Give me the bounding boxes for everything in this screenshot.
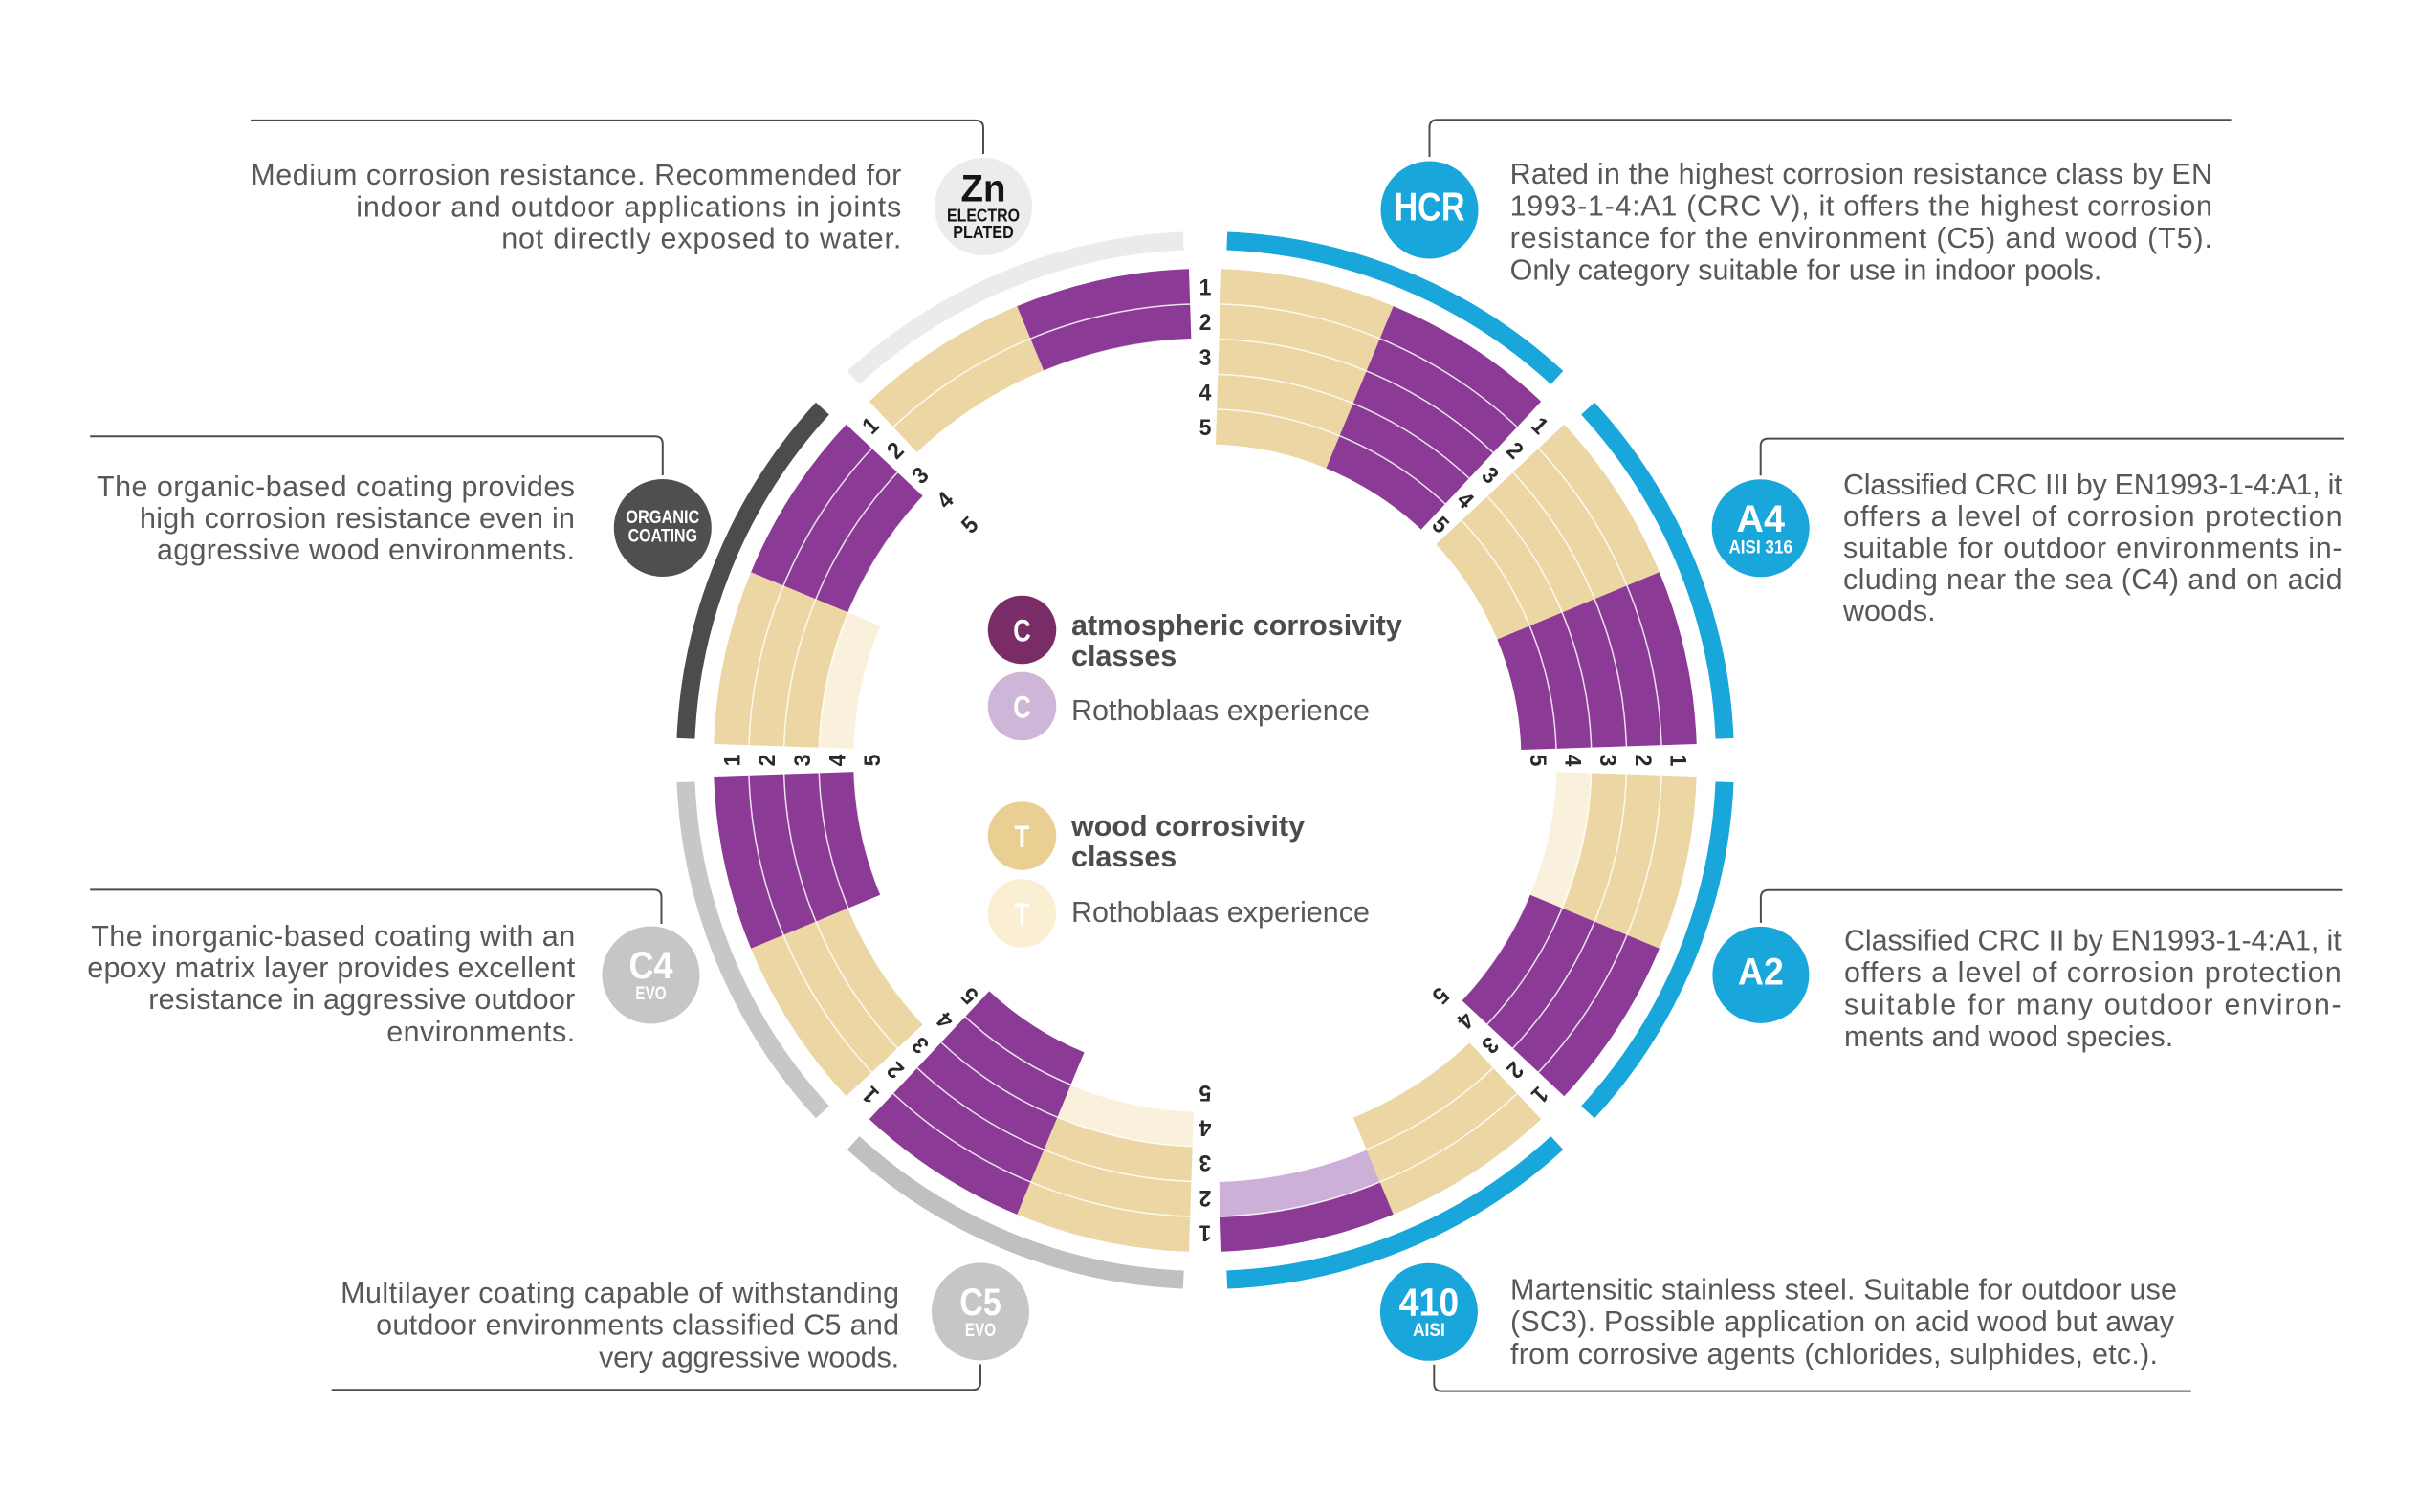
svg-text:1: 1 xyxy=(719,755,746,767)
svg-text:1: 1 xyxy=(1199,1219,1212,1246)
svg-text:A2: A2 xyxy=(1738,952,1784,994)
svg-text:5: 5 xyxy=(860,755,887,767)
svg-text:C5: C5 xyxy=(959,1280,1001,1323)
svg-text:A4: A4 xyxy=(1736,498,1785,540)
svg-text:COATING: COATING xyxy=(628,525,697,546)
svg-text:EVO: EVO xyxy=(635,982,666,1003)
svg-text:4: 4 xyxy=(1199,380,1213,406)
svg-text:Multilayer coating capable of: Multilayer coating capable of withstandi… xyxy=(341,1277,899,1309)
svg-text:suitable for outdoor environme: suitable for outdoor environments in- xyxy=(1843,532,2342,564)
svg-text:outdoor environments classifie: outdoor environments classified C5 and xyxy=(376,1309,899,1342)
svg-text:indoor and outdoor application: indoor and outdoor applications in joint… xyxy=(356,190,901,223)
svg-text:3: 3 xyxy=(1199,1150,1212,1176)
svg-text:PLATED: PLATED xyxy=(953,222,1014,242)
svg-text:(SC3). Possible application on: (SC3). Possible application on acid wood… xyxy=(1510,1305,2175,1338)
svg-text:atmospheric corrosivity: atmospheric corrosivity xyxy=(1071,609,1402,642)
svg-text:1: 1 xyxy=(1199,274,1212,301)
svg-text:resistance for the environment: resistance for the environment (C5) and … xyxy=(1510,222,2212,254)
svg-text:not directly exposed to water.: not directly exposed to water. xyxy=(501,223,901,255)
svg-text:4: 4 xyxy=(1559,755,1586,768)
svg-text:2: 2 xyxy=(1630,755,1657,767)
svg-text:offers a level of corrosion pr: offers a level of corrosion protection xyxy=(1843,500,2342,533)
svg-text:T: T xyxy=(1015,898,1030,931)
svg-text:environments.: environments. xyxy=(386,1016,575,1048)
svg-text:cluding near the sea (C4) and: cluding near the sea (C4) and on acid xyxy=(1843,563,2342,596)
svg-text:1: 1 xyxy=(1664,755,1691,767)
svg-text:AISI 316: AISI 316 xyxy=(1728,537,1792,557)
svg-text:The organic-based coating prov: The organic-based coating provides xyxy=(97,471,575,503)
svg-text:very aggressive woods.: very aggressive woods. xyxy=(599,1342,899,1374)
svg-text:epoxy matrix layer provides ex: epoxy matrix layer provides excellent xyxy=(87,952,576,984)
svg-text:C: C xyxy=(1013,691,1031,725)
svg-text:3: 3 xyxy=(1594,755,1621,767)
svg-text:2: 2 xyxy=(754,755,781,767)
svg-text:HCR: HCR xyxy=(1394,185,1464,230)
svg-text:Medium corrosion resistance. R: Medium corrosion resistance. Recommended… xyxy=(251,159,901,191)
svg-text:classes: classes xyxy=(1071,841,1177,873)
svg-text:aggressive wood environments.: aggressive wood environments. xyxy=(157,534,575,566)
svg-text:5: 5 xyxy=(1199,1080,1212,1107)
svg-text:resistance in aggressive outdo: resistance in aggressive outdoor xyxy=(148,983,575,1016)
svg-text:Classified CRC II by EN1993-1-: Classified CRC II by EN1993-1-4:A1, it xyxy=(1844,925,2342,957)
svg-text:wood corrosivity: wood corrosivity xyxy=(1070,810,1305,843)
svg-text:ORGANIC: ORGANIC xyxy=(626,507,699,527)
svg-text:4: 4 xyxy=(825,754,851,767)
svg-text:4: 4 xyxy=(1199,1114,1212,1141)
svg-text:410: 410 xyxy=(1399,1282,1459,1325)
svg-text:classes: classes xyxy=(1071,640,1177,672)
svg-text:Classified CRC III by EN1993-1: Classified CRC III by EN1993-1-4:A1, it xyxy=(1843,469,2342,501)
svg-text:AISI: AISI xyxy=(1413,1319,1445,1340)
svg-text:Zn: Zn xyxy=(961,168,1006,210)
svg-text:high corrosion resistance even: high corrosion resistance even in xyxy=(140,502,575,535)
svg-text:ments and wood species.: ments and wood species. xyxy=(1844,1020,2173,1053)
svg-text:5: 5 xyxy=(1199,415,1212,442)
svg-text:T: T xyxy=(1015,821,1030,854)
svg-text:from corrosive agents (chlorid: from corrosive agents (chlorides, sulphi… xyxy=(1510,1338,2158,1370)
svg-text:3: 3 xyxy=(789,755,816,767)
svg-text:2: 2 xyxy=(1199,1185,1212,1212)
svg-text:Rothoblaas experience: Rothoblaas experience xyxy=(1071,694,1370,727)
svg-text:The inorganic-based coating wi: The inorganic-based coating with an xyxy=(91,920,575,953)
svg-text:offers a level of corrosion pr: offers a level of corrosion protection xyxy=(1844,956,2342,989)
svg-text:5: 5 xyxy=(1525,755,1551,767)
svg-text:2: 2 xyxy=(1199,309,1212,336)
svg-text:C4: C4 xyxy=(628,945,672,987)
svg-text:woods.: woods. xyxy=(1842,595,1936,627)
svg-text:3: 3 xyxy=(1199,344,1212,371)
svg-text:Only category suitable for use: Only category suitable for use in indoor… xyxy=(1510,254,2102,287)
svg-text:Rothoblaas experience: Rothoblaas experience xyxy=(1071,896,1370,929)
svg-text:Rated in the highest corrosion: Rated in the highest corrosion resistanc… xyxy=(1510,158,2212,190)
svg-text:Martensitic stainless steel. S: Martensitic stainless steel. Suitable fo… xyxy=(1510,1274,2177,1306)
svg-text:C: C xyxy=(1013,615,1031,648)
svg-text:EVO: EVO xyxy=(965,1319,996,1340)
svg-text:ELECTRO: ELECTRO xyxy=(947,207,1020,226)
svg-text:1993-1-4:A1 (CRC V), it offers: 1993-1-4:A1 (CRC V), it offers the highe… xyxy=(1510,190,2212,223)
